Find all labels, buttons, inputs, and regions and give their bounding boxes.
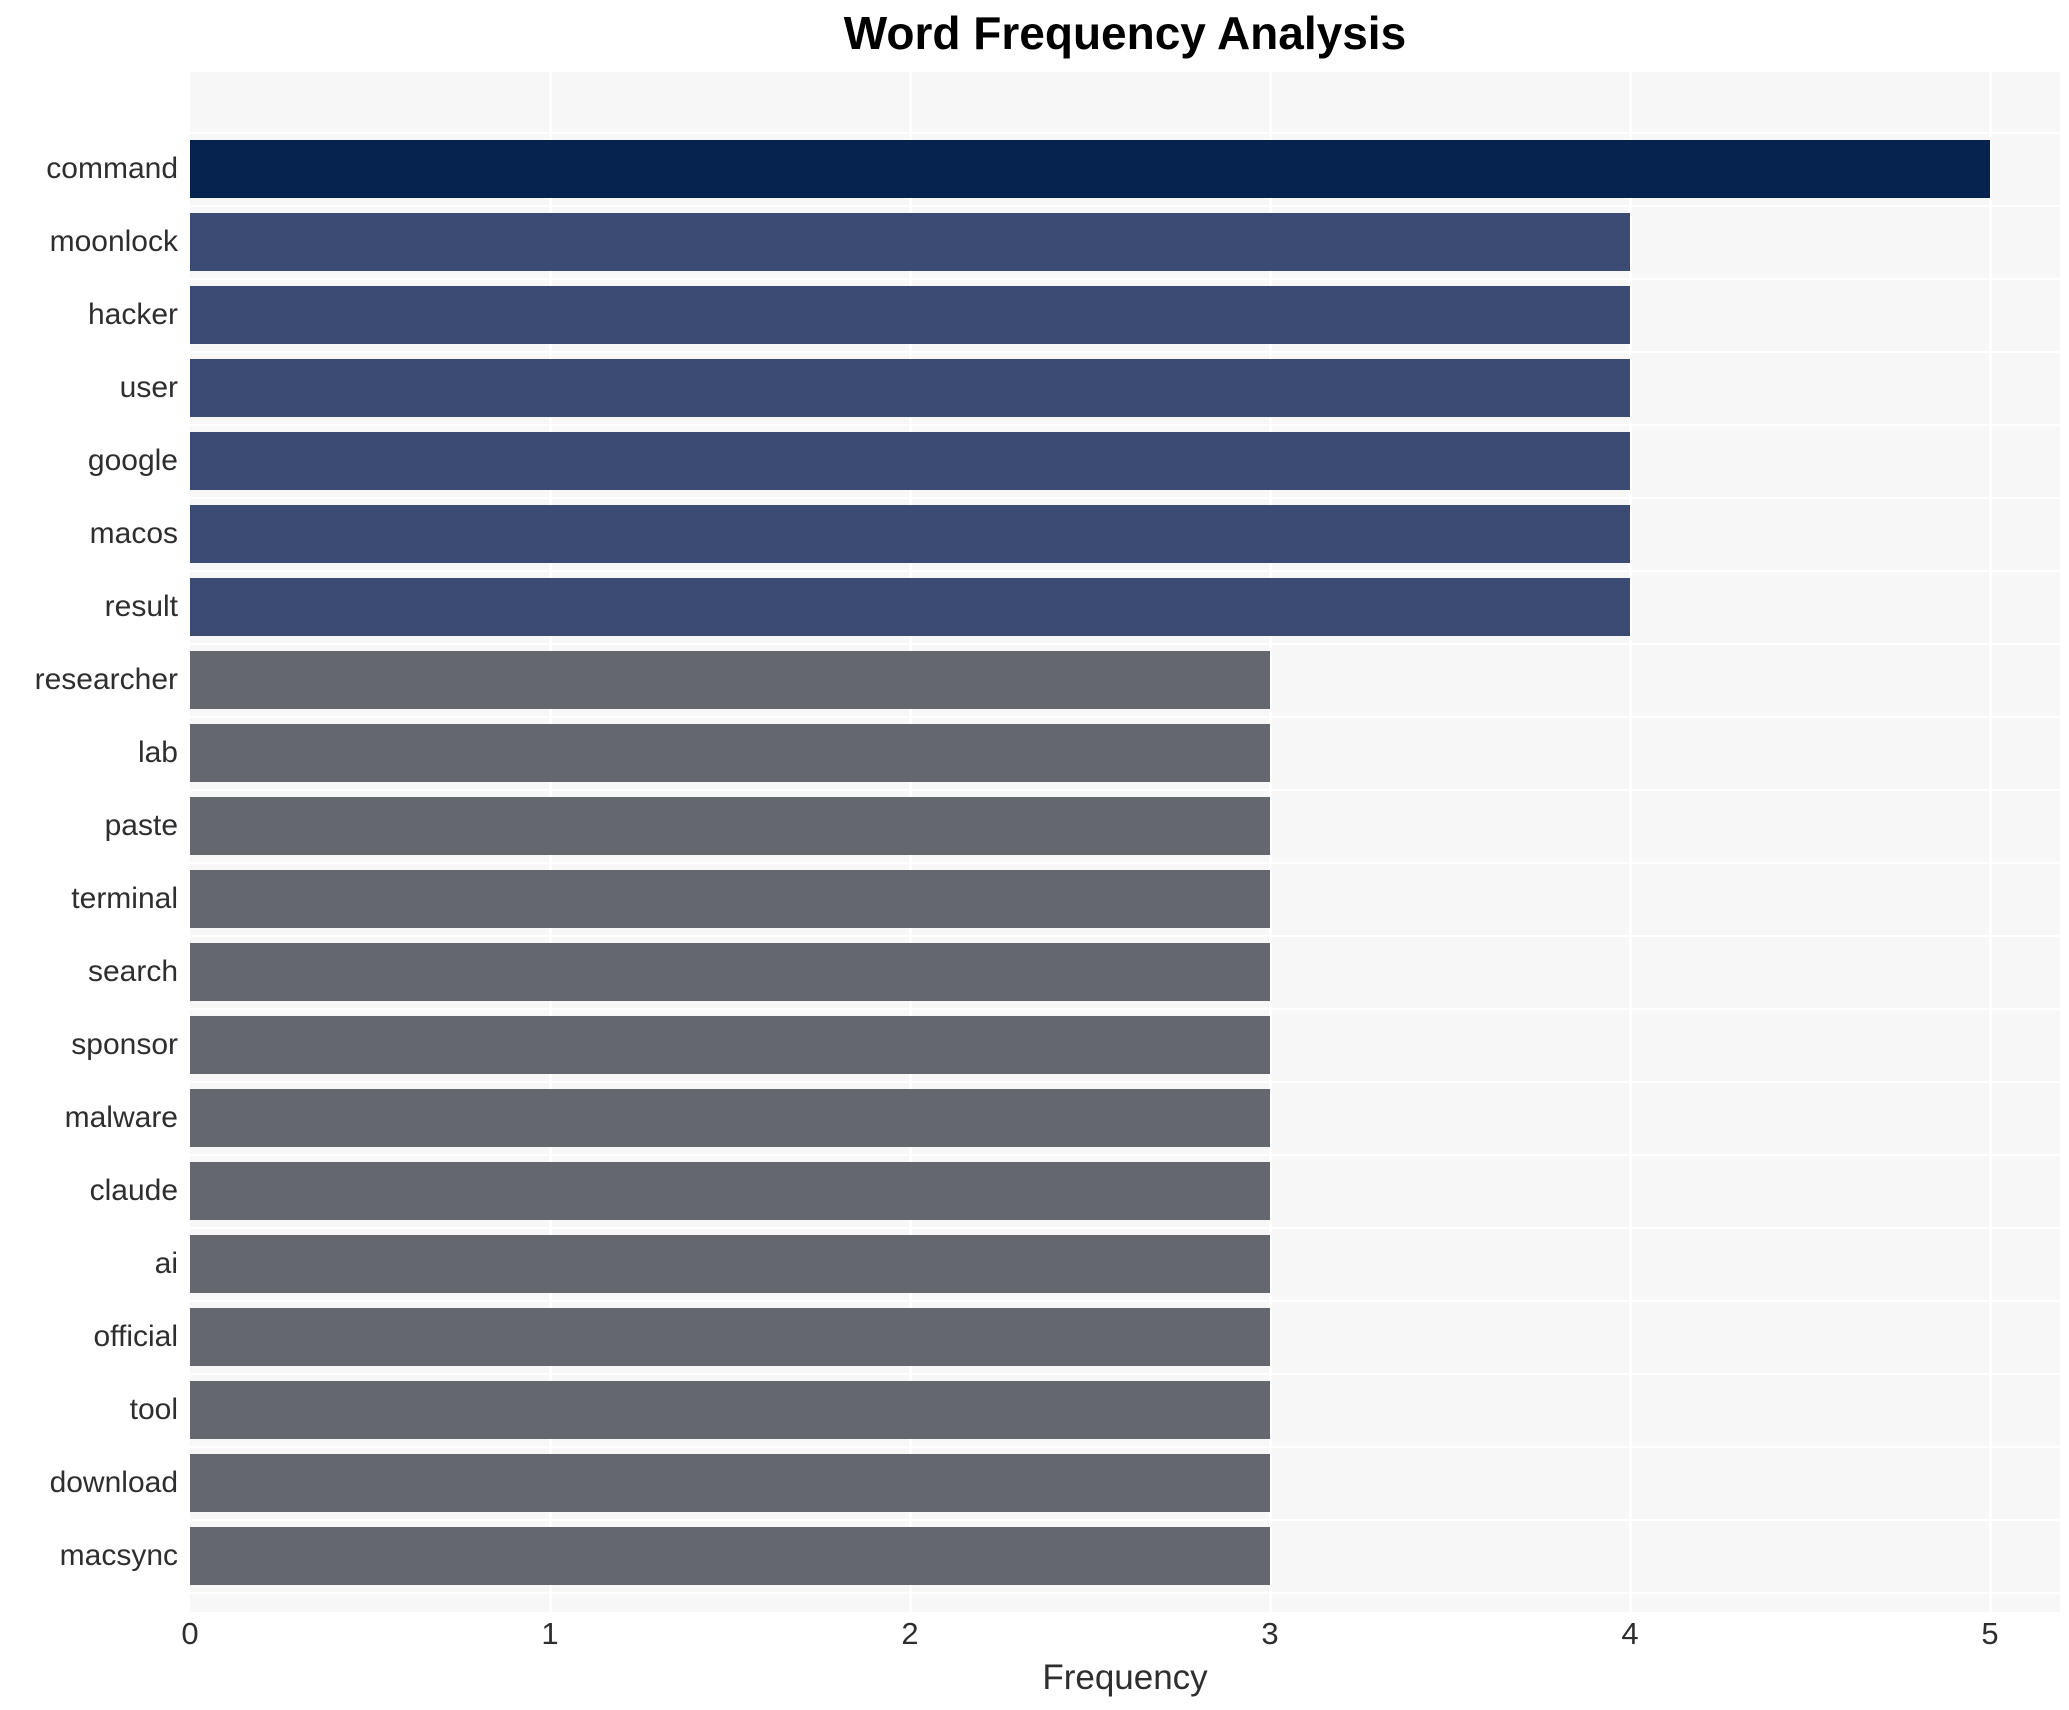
y-tick-label-lab: lab (137, 736, 178, 769)
y-tick-label-macos: macos (89, 517, 178, 550)
chart-title: Word Frequency Analysis (843, 7, 1407, 59)
horizontal-gridline (190, 1081, 2060, 1083)
horizontal-gridline (190, 1373, 2060, 1375)
bar-lab (190, 724, 1270, 782)
y-tick-label-download: download (49, 1466, 178, 1499)
vertical-gridline (1629, 72, 1632, 1612)
x-axis-title: Frequency (1042, 1658, 1208, 1697)
y-tick-label-search: search (87, 955, 178, 988)
y-tick-label-tool: tool (129, 1393, 178, 1426)
horizontal-gridline (190, 278, 2060, 280)
bar-terminal (190, 870, 1270, 928)
bar-user (190, 359, 1630, 417)
bar-macsync (190, 1527, 1270, 1585)
y-tick-label-researcher: researcher (34, 663, 178, 696)
horizontal-gridline (190, 1227, 2060, 1229)
bar-researcher (190, 651, 1270, 709)
x-axis-ticks: 0 1 2 3 4 5 (0, 1616, 2069, 1658)
bar-download (190, 1454, 1270, 1512)
horizontal-gridline (190, 789, 2060, 791)
horizontal-gridline (190, 570, 2060, 572)
horizontal-gridline (190, 1446, 2060, 1448)
y-tick-label-terminal: terminal (71, 882, 178, 915)
x-tick-label-4: 4 (1621, 1616, 1639, 1651)
vertical-gridline (1269, 72, 1272, 1612)
bar-hacker (190, 286, 1630, 344)
bar-malware (190, 1089, 1270, 1147)
y-tick-label-hacker: hacker (87, 298, 178, 331)
y-tick-label-result: result (104, 590, 178, 623)
y-tick-label-macsync: macsync (59, 1539, 178, 1572)
x-tick-label-5: 5 (1981, 1616, 1999, 1651)
bar-command (190, 140, 1990, 198)
horizontal-gridline (190, 132, 2060, 134)
horizontal-gridline (190, 643, 2060, 645)
horizontal-gridline (190, 862, 2060, 864)
horizontal-gridline (190, 424, 2060, 426)
horizontal-gridline (190, 1519, 2060, 1521)
y-tick-label-user: user (119, 371, 178, 404)
plot-area (190, 72, 2060, 1612)
bar-result (190, 578, 1630, 636)
y-tick-label-google: google (87, 444, 178, 477)
x-tick-label-1: 1 (541, 1616, 559, 1651)
x-tick-label-0: 0 (181, 1616, 199, 1651)
y-tick-label-malware: malware (64, 1101, 178, 1134)
bar-search (190, 943, 1270, 1001)
x-tick-label-2: 2 (901, 1616, 919, 1651)
bar-ai (190, 1235, 1270, 1293)
y-tick-label-command: command (46, 152, 178, 185)
horizontal-gridline (190, 1154, 2060, 1156)
bar-paste (190, 797, 1270, 855)
bar-official (190, 1308, 1270, 1366)
bar-claude (190, 1162, 1270, 1220)
bar-google (190, 432, 1630, 490)
horizontal-gridline (190, 351, 2060, 353)
horizontal-gridline (190, 205, 2060, 207)
bar-tool (190, 1381, 1270, 1439)
y-tick-label-paste: paste (104, 809, 178, 842)
x-tick-label-3: 3 (1261, 1616, 1279, 1651)
horizontal-gridline (190, 1008, 2060, 1010)
horizontal-gridline (190, 716, 2060, 718)
bar-macos (190, 505, 1630, 563)
y-tick-label-moonlock: moonlock (49, 225, 178, 258)
bar-moonlock (190, 213, 1630, 271)
bar-sponsor (190, 1016, 1270, 1074)
horizontal-gridline (190, 497, 2060, 499)
y-tick-label-official: official (93, 1320, 179, 1353)
y-tick-label-claude: claude (89, 1174, 178, 1207)
horizontal-gridline (190, 1592, 2060, 1594)
vertical-gridline (1989, 72, 1992, 1612)
y-tick-label-ai: ai (154, 1247, 178, 1280)
y-tick-label-sponsor: sponsor (71, 1028, 178, 1061)
horizontal-gridline (190, 1300, 2060, 1302)
horizontal-gridline (190, 935, 2060, 937)
y-axis-labels: command moonlock hacker user google macos resu… (0, 72, 178, 1612)
